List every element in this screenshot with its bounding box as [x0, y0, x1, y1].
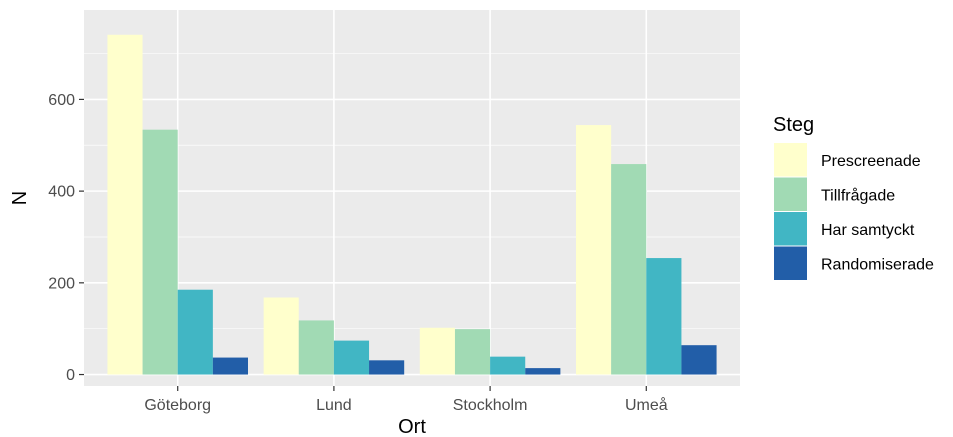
x-axis-ticks: Göteborg Lund Stockholm Umeå	[144, 386, 668, 414]
y-tick-label: 600	[48, 92, 75, 109]
bar-prescreenade-2	[419, 327, 455, 375]
legend-label: Randomiserade	[821, 256, 934, 273]
legend-label: Tillfrågade	[821, 186, 895, 204]
bar-prescreenade-1	[263, 297, 299, 375]
legend: Steg Prescreenade Tillfrågade Har samtyckt…	[773, 114, 934, 280]
legend-swatch	[774, 212, 807, 246]
bar-randomiserade-1	[369, 360, 405, 375]
legend-title: Steg	[773, 114, 814, 136]
x-tick-label: Göteborg	[144, 397, 211, 414]
x-tick-label: Stockholm	[453, 397, 528, 414]
legend-label: Har samtyckt	[821, 222, 915, 239]
y-axis-title: N	[9, 191, 31, 205]
bar-har-samtyckt-3	[646, 258, 682, 375]
bar-prescreenade-0	[107, 34, 143, 375]
bar-tillfr-gade-2	[454, 329, 491, 375]
bar-har-samtyckt-0	[177, 289, 213, 375]
x-axis-title: Ort	[398, 416, 426, 437]
x-tick-label: Lund	[316, 397, 352, 414]
bar-randomiserade-2	[525, 368, 561, 375]
legend-swatch	[774, 143, 807, 177]
bar-tillfr-gade-1	[298, 320, 334, 375]
bars	[107, 34, 717, 375]
bar-tillfr-gade-0	[142, 129, 178, 375]
bar-har-samtyckt-1	[333, 340, 370, 375]
legend-swatch	[774, 246, 807, 280]
legend-label: Prescreenade	[821, 153, 921, 170]
bar-randomiserade-3	[681, 345, 717, 375]
bar-prescreenade-3	[576, 125, 612, 375]
bar-har-samtyckt-2	[490, 356, 526, 375]
y-tick-label: 400	[48, 184, 75, 201]
y-axis-ticks: 0 200 400 600	[48, 92, 84, 384]
x-tick-label: Umeå	[625, 396, 668, 414]
y-tick-label: 200	[48, 275, 75, 292]
legend-swatch	[774, 177, 807, 211]
y-tick-label: 0	[66, 367, 75, 384]
bar-randomiserade-0	[212, 357, 248, 375]
bar-tillfr-gade-3	[611, 164, 647, 375]
